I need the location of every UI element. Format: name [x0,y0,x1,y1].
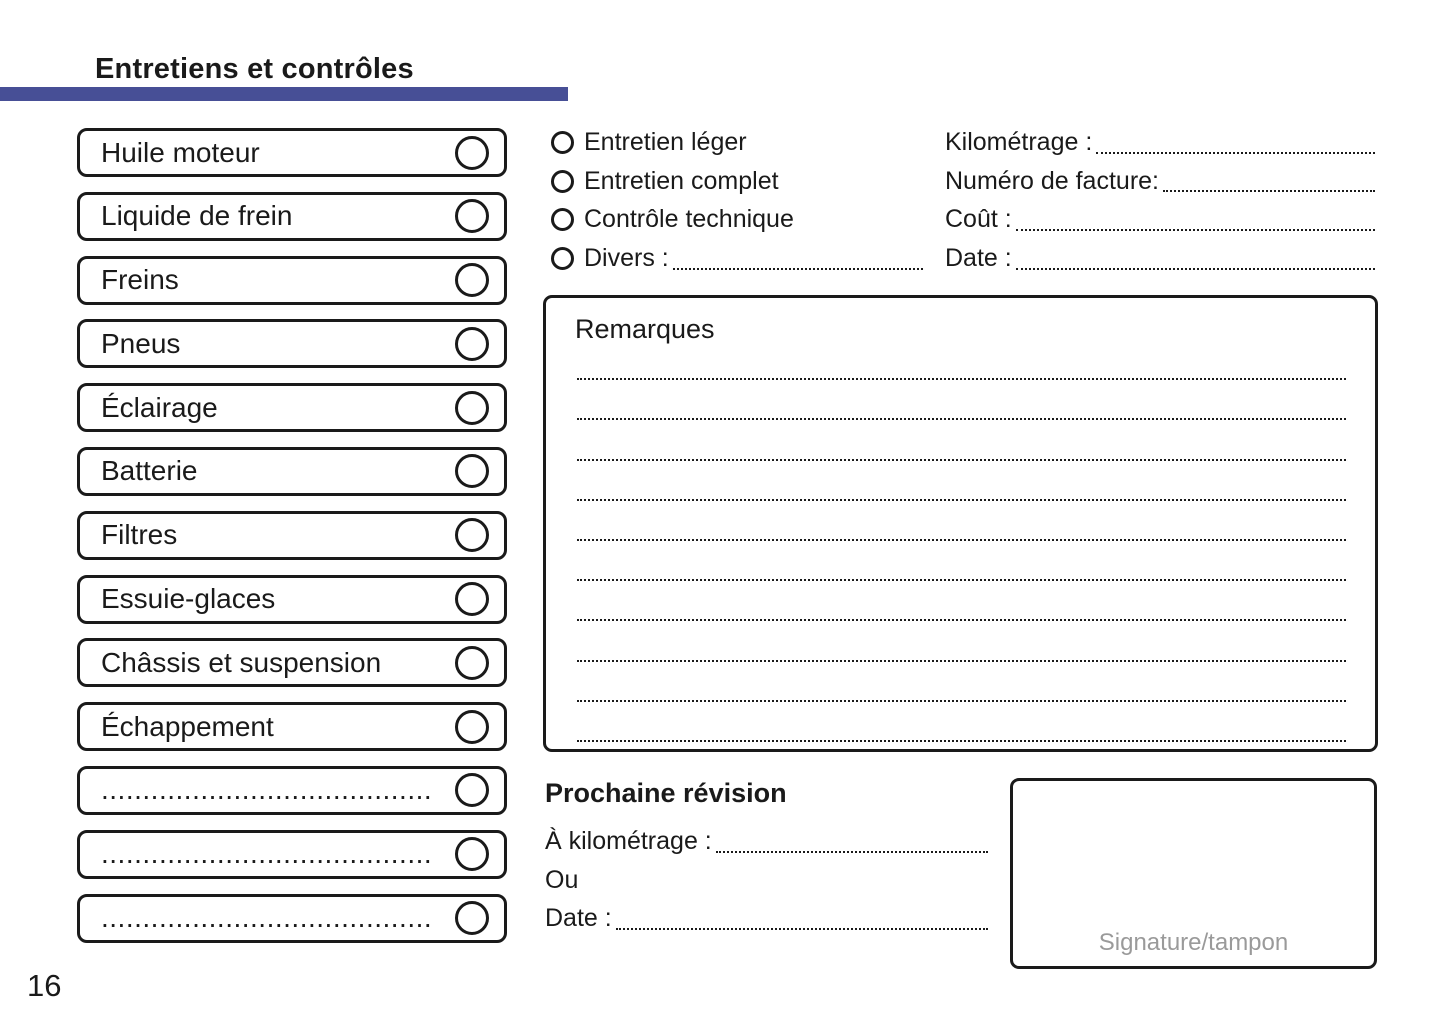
checklist-item: Huile moteur [77,128,507,177]
service-type-label: Entretien complet [584,166,779,195]
checklist-item: Essuie-glaces [77,574,507,624]
radio-circle-icon[interactable] [551,208,574,232]
check-circle-icon[interactable] [455,709,489,744]
checklist-item-label: Essuie-glaces [101,583,276,615]
checklist-item: Batterie [77,446,507,496]
title-underline-bar [0,87,568,101]
signature-box[interactable]: Signature/tampon [1010,778,1377,969]
remarks-line[interactable] [577,461,1346,501]
remarks-line[interactable] [577,501,1346,541]
checklist-item: Freins [77,255,507,305]
next-service-label: À kilométrage : [545,826,712,855]
check-circle-icon[interactable] [455,582,489,617]
remarks-line[interactable] [577,541,1346,582]
checklist-item: Châssis et suspension [77,638,507,688]
invoice-field-label: Kilométrage : [945,127,1093,156]
check-circle-icon[interactable] [455,901,489,936]
checklist-item-label: Batterie [101,455,198,487]
signature-label: Signature/tampon [1098,929,1289,956]
checklist-item: Filtres [77,510,507,560]
page-number: 16 [27,968,62,1003]
check-circle-icon[interactable] [455,773,489,808]
remarks-line[interactable] [577,662,1346,702]
next-service-label: Date : [545,904,612,933]
check-circle-icon[interactable] [455,263,489,298]
remarks-box: Remarques [543,295,1378,752]
service-type-options: Entretien léger Entretien complet Contrôle… [551,123,923,278]
checklist-item-label: ........................................ [101,774,433,806]
invoice-field-row: Date : [945,239,1375,278]
checklist-item: Pneus [77,319,507,369]
invoice-field-label: Date : [945,243,1012,272]
next-service-row: À kilométrage : [545,822,988,861]
checklist-item: Liquide de frein [77,191,507,241]
checklist-item-blank: ........................................ [77,829,507,879]
remarks-lines [577,340,1346,742]
remarks-title: Remarques [575,314,715,344]
check-circle-icon[interactable] [455,837,489,872]
remarks-line[interactable] [577,420,1346,461]
check-circle-icon[interactable] [455,645,489,680]
next-service-fields: À kilométrage : Ou Date : [545,822,988,938]
checklist-item-label: Liquide de frein [101,200,293,232]
invoice-field-row: Kilométrage : [945,123,1375,162]
radio-circle-icon[interactable] [551,246,574,270]
service-type-option: Divers : [551,239,923,278]
service-type-option: Contrôle technique [551,200,923,239]
radio-circle-icon[interactable] [551,169,574,193]
remarks-line[interactable] [577,340,1346,381]
checklist-item-label: Échappement [101,710,274,742]
service-type-label: Contrôle technique [584,205,794,234]
next-service-title: Prochaine révision [545,778,787,808]
check-circle-icon[interactable] [455,454,489,489]
remarks-line[interactable] [577,621,1346,662]
dotted-fill-in-line[interactable] [1163,189,1375,193]
check-circle-icon[interactable] [455,135,489,170]
maintenance-checklist: Huile moteur Liquide de frein Freins Pneus É… [77,128,507,943]
invoice-field-row: Coût : [945,200,1375,239]
remarks-line[interactable] [577,581,1346,622]
radio-circle-icon[interactable] [551,130,574,154]
checklist-item-label: Éclairage [101,391,218,423]
next-service-row: Date : [545,899,988,938]
checklist-item: Échappement [77,702,507,752]
next-service-row: Ou [545,861,988,900]
dotted-fill-in-line[interactable] [715,850,988,853]
invoice-fields: Kilométrage : Numéro de facture: Coût : Dat… [945,123,1375,278]
remarks-line[interactable] [577,702,1346,742]
checklist-item-label: Freins [101,264,179,296]
invoice-field-row: Numéro de facture: [945,162,1375,201]
dotted-fill-in-line[interactable] [1015,267,1375,270]
checklist-item: Éclairage [77,383,507,433]
page-title: Entretiens et contrôles [95,53,414,85]
invoice-field-label: Coût : [945,205,1012,234]
remarks-line[interactable] [577,380,1346,421]
check-circle-icon[interactable] [455,326,489,361]
checklist-item-blank: ........................................ [77,765,507,815]
check-circle-icon[interactable] [455,199,489,234]
service-type-label: Divers : [584,243,669,272]
dotted-fill-in-line[interactable] [615,927,988,931]
checklist-item-blank: ........................................ [77,893,507,943]
dotted-fill-in-line[interactable] [1096,151,1375,154]
next-service-label: Ou [545,865,579,894]
checklist-item-label: Pneus [101,327,181,359]
check-circle-icon[interactable] [455,390,489,425]
service-type-option: Entretien léger [551,123,923,162]
checklist-item-label: ........................................ [101,838,433,870]
checklist-item-label: Châssis et suspension [101,646,382,678]
check-circle-icon[interactable] [455,518,489,553]
dotted-fill-in-line[interactable] [1015,228,1375,232]
service-type-option: Entretien complet [551,162,923,201]
invoice-field-label: Numéro de facture: [945,166,1159,195]
checklist-item-label: Filtres [101,519,178,551]
checklist-item-label: ........................................ [101,902,433,934]
service-type-label: Entretien léger [584,127,747,156]
dotted-fill-in-line[interactable] [672,267,923,270]
checklist-item-label: Huile moteur [101,136,260,168]
